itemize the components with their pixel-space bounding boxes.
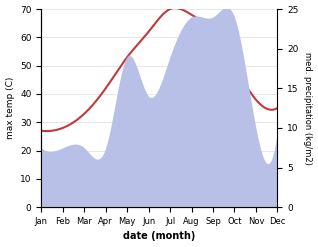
Y-axis label: max temp (C): max temp (C) [5, 77, 15, 139]
X-axis label: date (month): date (month) [123, 231, 196, 242]
Y-axis label: med. precipitation (kg/m2): med. precipitation (kg/m2) [303, 52, 313, 165]
